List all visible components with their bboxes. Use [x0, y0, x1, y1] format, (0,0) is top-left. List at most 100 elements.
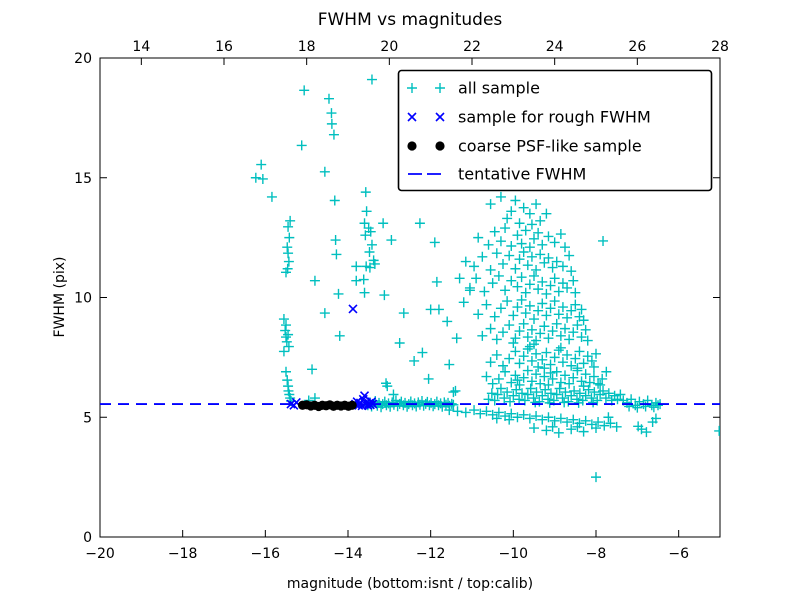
plus-marker — [535, 328, 546, 339]
plus-marker — [541, 288, 552, 299]
plus-marker — [329, 195, 340, 206]
plus-marker — [576, 376, 587, 387]
x-tick-label-bottom: −16 — [251, 546, 281, 562]
plus-marker — [285, 215, 296, 226]
legend-entry: coarse PSF-like sample — [407, 137, 642, 156]
plus-marker — [506, 206, 517, 217]
plus-marker — [522, 332, 533, 343]
plus-marker — [572, 365, 583, 376]
x-marker — [348, 304, 358, 314]
plus-marker — [283, 221, 294, 232]
plus-marker — [557, 278, 568, 289]
plus-marker — [533, 284, 544, 295]
plus-marker — [597, 373, 608, 384]
plus-marker — [568, 275, 579, 286]
plus-marker — [588, 361, 599, 372]
plus-marker — [626, 394, 637, 405]
plus-marker — [650, 413, 661, 424]
plus-marker — [529, 339, 539, 350]
plus-marker — [551, 389, 562, 400]
plus-marker — [591, 348, 601, 359]
plus-marker — [586, 355, 597, 366]
plus-marker — [508, 338, 519, 349]
plus-marker — [469, 405, 480, 416]
plus-marker — [562, 282, 573, 293]
plus-marker — [504, 250, 515, 261]
plus-marker — [359, 287, 370, 298]
plus-marker — [514, 326, 525, 337]
plus-marker — [500, 366, 511, 377]
plus-marker — [605, 418, 616, 429]
plus-marker — [485, 323, 496, 334]
plus-marker — [492, 389, 503, 400]
plus-marker — [351, 275, 362, 286]
plus-marker — [570, 287, 581, 298]
plus-marker — [505, 396, 516, 407]
plus-marker — [360, 187, 371, 198]
plus-marker — [495, 191, 506, 202]
plus-marker — [559, 397, 570, 408]
x-marker — [435, 112, 445, 122]
plus-marker — [595, 379, 606, 390]
x-tick-label-top: 14 — [132, 39, 150, 55]
x-tick-label-top: 16 — [215, 39, 233, 55]
plus-marker — [531, 387, 542, 398]
plus-marker — [553, 345, 564, 356]
plus-marker — [526, 219, 537, 230]
plus-marker — [537, 276, 548, 287]
plus-marker — [566, 266, 577, 277]
plus-marker — [518, 409, 529, 420]
plus-marker — [489, 395, 500, 406]
plus-marker — [498, 360, 508, 371]
plus-marker — [481, 299, 492, 310]
plus-marker — [540, 384, 551, 395]
plus-marker — [483, 239, 494, 250]
plus-marker — [580, 415, 591, 426]
plus-marker — [256, 159, 267, 170]
legend-entry: tentative FWHM — [408, 165, 586, 184]
x-tick-label-top: 26 — [628, 39, 646, 55]
plus-marker — [460, 256, 471, 267]
plus-marker — [323, 93, 334, 104]
plus-marker — [544, 397, 555, 408]
x-tick-label-bottom: −10 — [499, 546, 529, 562]
plus-marker — [326, 108, 337, 119]
plus-marker — [417, 347, 428, 358]
plus-marker — [524, 279, 535, 290]
plus-marker — [444, 359, 455, 370]
dot-marker — [347, 400, 357, 410]
plus-marker — [250, 172, 261, 183]
plus-marker — [566, 360, 577, 371]
plus-marker — [580, 324, 591, 335]
plus-marker — [319, 308, 330, 319]
plus-marker — [296, 140, 307, 151]
legend: all sample sample for rough FWHM coarse PS… — [397, 69, 713, 192]
plus-marker — [522, 365, 533, 376]
plus-marker — [518, 246, 529, 257]
plus-marker — [394, 338, 405, 349]
plus-marker — [578, 426, 589, 437]
plus-marker — [589, 387, 600, 398]
plus-marker — [591, 423, 601, 434]
plus-marker — [588, 397, 599, 408]
plus-marker — [266, 191, 277, 202]
plus-marker — [495, 236, 506, 247]
plus-marker — [598, 235, 609, 246]
plus-marker — [541, 310, 552, 321]
plus-marker — [485, 199, 496, 210]
plus-marker — [537, 414, 548, 425]
plus-marker — [358, 274, 369, 285]
plus-marker — [479, 286, 490, 297]
plus-marker — [516, 238, 527, 249]
plus-marker — [360, 230, 371, 241]
x-marker — [366, 397, 377, 407]
plus-marker — [539, 371, 550, 382]
plus-marker — [489, 226, 500, 237]
legend-label: tentative FWHM — [458, 165, 586, 184]
y-tick-label: 10 — [74, 291, 92, 307]
plus-marker — [493, 407, 504, 418]
plus-marker — [555, 229, 566, 240]
plus-marker — [495, 383, 506, 394]
